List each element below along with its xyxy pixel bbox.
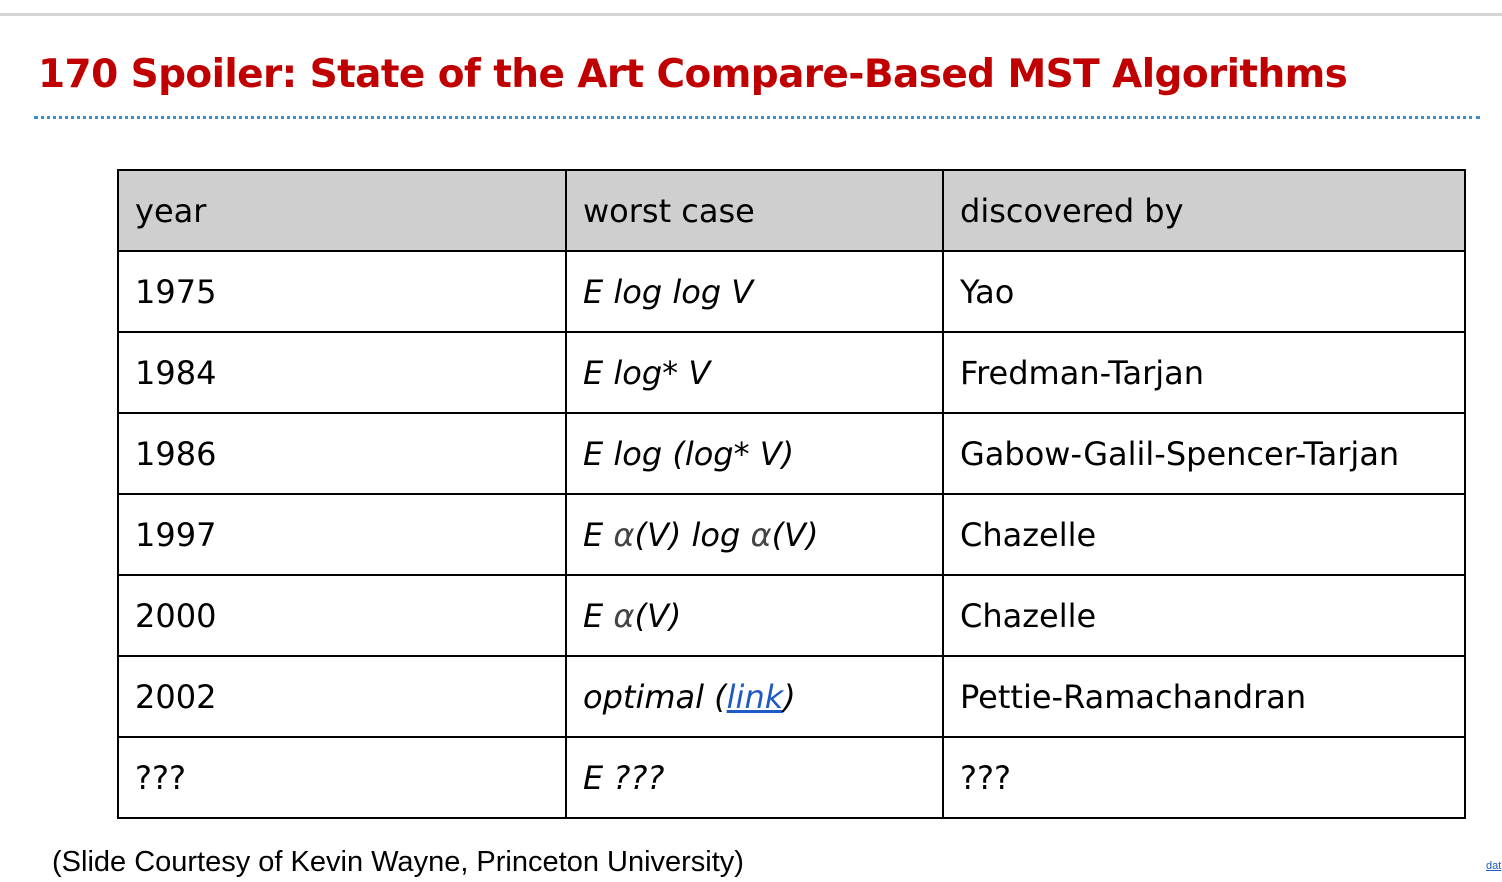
worst-case-cell: E log log V <box>565 250 944 333</box>
header-worst-case: worst case <box>565 169 944 252</box>
worst-case-cell: E ??? <box>565 736 944 819</box>
year-cell: 2002 <box>117 655 567 738</box>
year-cell: 1984 <box>117 331 567 414</box>
worst-case-cell: E α(V) <box>565 574 944 657</box>
discovered-by-cell: ??? <box>942 736 1466 819</box>
title-dotted-divider <box>34 116 1480 119</box>
corner-link[interactable]: dat <box>1486 860 1502 872</box>
table-row: 2000 E α(V) Chazelle <box>117 574 1466 657</box>
top-divider <box>0 13 1502 16</box>
year-cell: 1997 <box>117 493 567 576</box>
worst-case-cell: optimal (link) <box>565 655 944 738</box>
table-row: 1984 E log* V Fredman-Tarjan <box>117 331 1466 414</box>
table-row: 2002 optimal (link) Pettie-Ramachandran <box>117 655 1466 738</box>
formula-text: E <box>583 596 614 635</box>
discovered-by-cell: Gabow-Galil-Spencer-Tarjan <box>942 412 1466 495</box>
discovered-by-cell: Chazelle <box>942 493 1466 576</box>
slide-title: 170 Spoiler: State of the Art Compare-Ba… <box>38 52 1348 97</box>
formula-text: (V) <box>634 596 682 635</box>
table-row: ??? E ??? ??? <box>117 736 1466 819</box>
year-cell: 1986 <box>117 412 567 495</box>
mst-algorithms-table: year worst case discovered by 1975 E log… <box>117 169 1466 819</box>
table-row: 1975 E log log V Yao <box>117 250 1466 333</box>
year-cell: ??? <box>117 736 567 819</box>
year-cell: 2000 <box>117 574 567 657</box>
slide-credit: (Slide Courtesy of Kevin Wayne, Princeto… <box>52 846 744 878</box>
year-cell: 1975 <box>117 250 567 333</box>
table-row: 1997 E α(V) log α(V) Chazelle <box>117 493 1466 576</box>
table-header-row: year worst case discovered by <box>117 169 1466 252</box>
discovered-by-cell: Yao <box>942 250 1466 333</box>
formula-text: ) <box>783 677 796 716</box>
formula-text: E <box>583 515 614 554</box>
header-year: year <box>117 169 567 252</box>
alpha-symbol: α <box>750 515 772 554</box>
discovered-by-cell: Chazelle <box>942 574 1466 657</box>
table-row: 1986 E log (log* V) Gabow-Galil-Spencer-… <box>117 412 1466 495</box>
formula-text: (V) log <box>634 515 751 554</box>
alpha-symbol: α <box>613 596 635 635</box>
header-discovered-by: discovered by <box>942 169 1466 252</box>
paper-link[interactable]: link <box>726 677 784 716</box>
worst-case-cell: E α(V) log α(V) <box>565 493 944 576</box>
discovered-by-cell: Pettie-Ramachandran <box>942 655 1466 738</box>
discovered-by-cell: Fredman-Tarjan <box>942 331 1466 414</box>
worst-case-cell: E log (log* V) <box>565 412 944 495</box>
formula-text: (V) <box>771 515 819 554</box>
alpha-symbol: α <box>613 515 635 554</box>
worst-case-cell: E log* V <box>565 331 944 414</box>
formula-text: optimal ( <box>583 677 727 716</box>
